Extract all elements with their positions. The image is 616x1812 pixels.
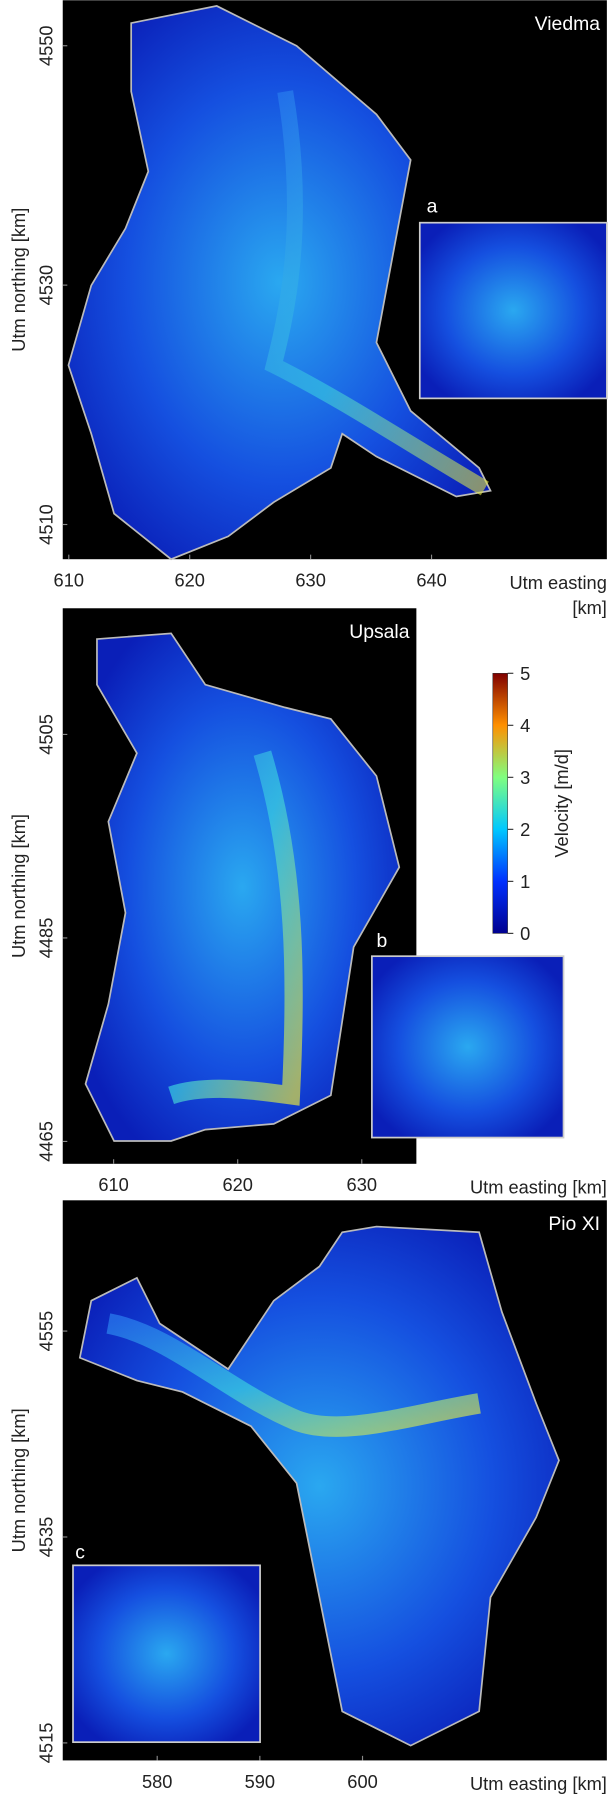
inset-label: a [427,195,438,217]
colorbar-tick-label: 2 [520,819,530,840]
x-axis-label: Utm easting [km] [470,1773,607,1794]
y-tick-label: 4555 [35,1311,56,1352]
x-tick-label: 610 [54,570,84,591]
flow [106,1313,481,1437]
x-axis-label: [km] [572,597,606,618]
inset [72,1564,261,1744]
x-tick-label: 580 [142,1771,172,1792]
colorbar-tick-label: 3 [520,767,530,788]
y-tick-label: 4530 [35,265,56,306]
x-tick-label: 600 [347,1771,377,1792]
flow [168,750,303,1106]
panel-title: Upsala [349,621,410,643]
inset-label: b [376,930,387,952]
x-tick-label: 590 [245,1771,275,1792]
inset-label: c [75,1542,85,1564]
y-axis-label: Utm northing [km] [8,1408,29,1552]
panel-title: Viedma [535,13,601,35]
inset [371,955,565,1139]
y-tick-label: 4515 [35,1723,56,1764]
y-tick-label: 4550 [35,25,56,66]
y-tick-label: 4485 [35,918,56,959]
x-tick-label: 630 [295,570,325,591]
colorbar-tick-label: 1 [520,871,530,892]
x-tick-label: 610 [98,1174,128,1195]
y-tick-label: 4510 [35,504,56,545]
flow [264,90,489,496]
colorbar-tick-label: 5 [520,663,530,684]
colorbar-tick-label: 0 [520,923,530,944]
y-tick-label: 4465 [35,1121,56,1162]
x-tick-label: 620 [222,1174,252,1195]
y-tick-label: 4505 [35,714,56,755]
colorbar-tick-label: 4 [520,715,530,736]
inset [418,221,608,400]
colorbar-label: Velocity [m/d] [551,749,572,858]
colorbar [492,673,508,934]
x-tick-label: 620 [174,570,204,591]
y-axis-label: Utm northing [km] [8,814,29,958]
x-tick-label: 640 [416,570,446,591]
y-tick-label: 4535 [35,1517,56,1558]
glacier [84,632,401,1142]
x-axis-label: Utm easting [km] [470,1176,607,1197]
y-axis-label: Utm northing [km] [8,208,29,352]
panel-title: Pio XI [548,1213,600,1235]
x-tick-label: 630 [347,1174,377,1195]
x-axis-label: Utm easting [509,572,606,593]
